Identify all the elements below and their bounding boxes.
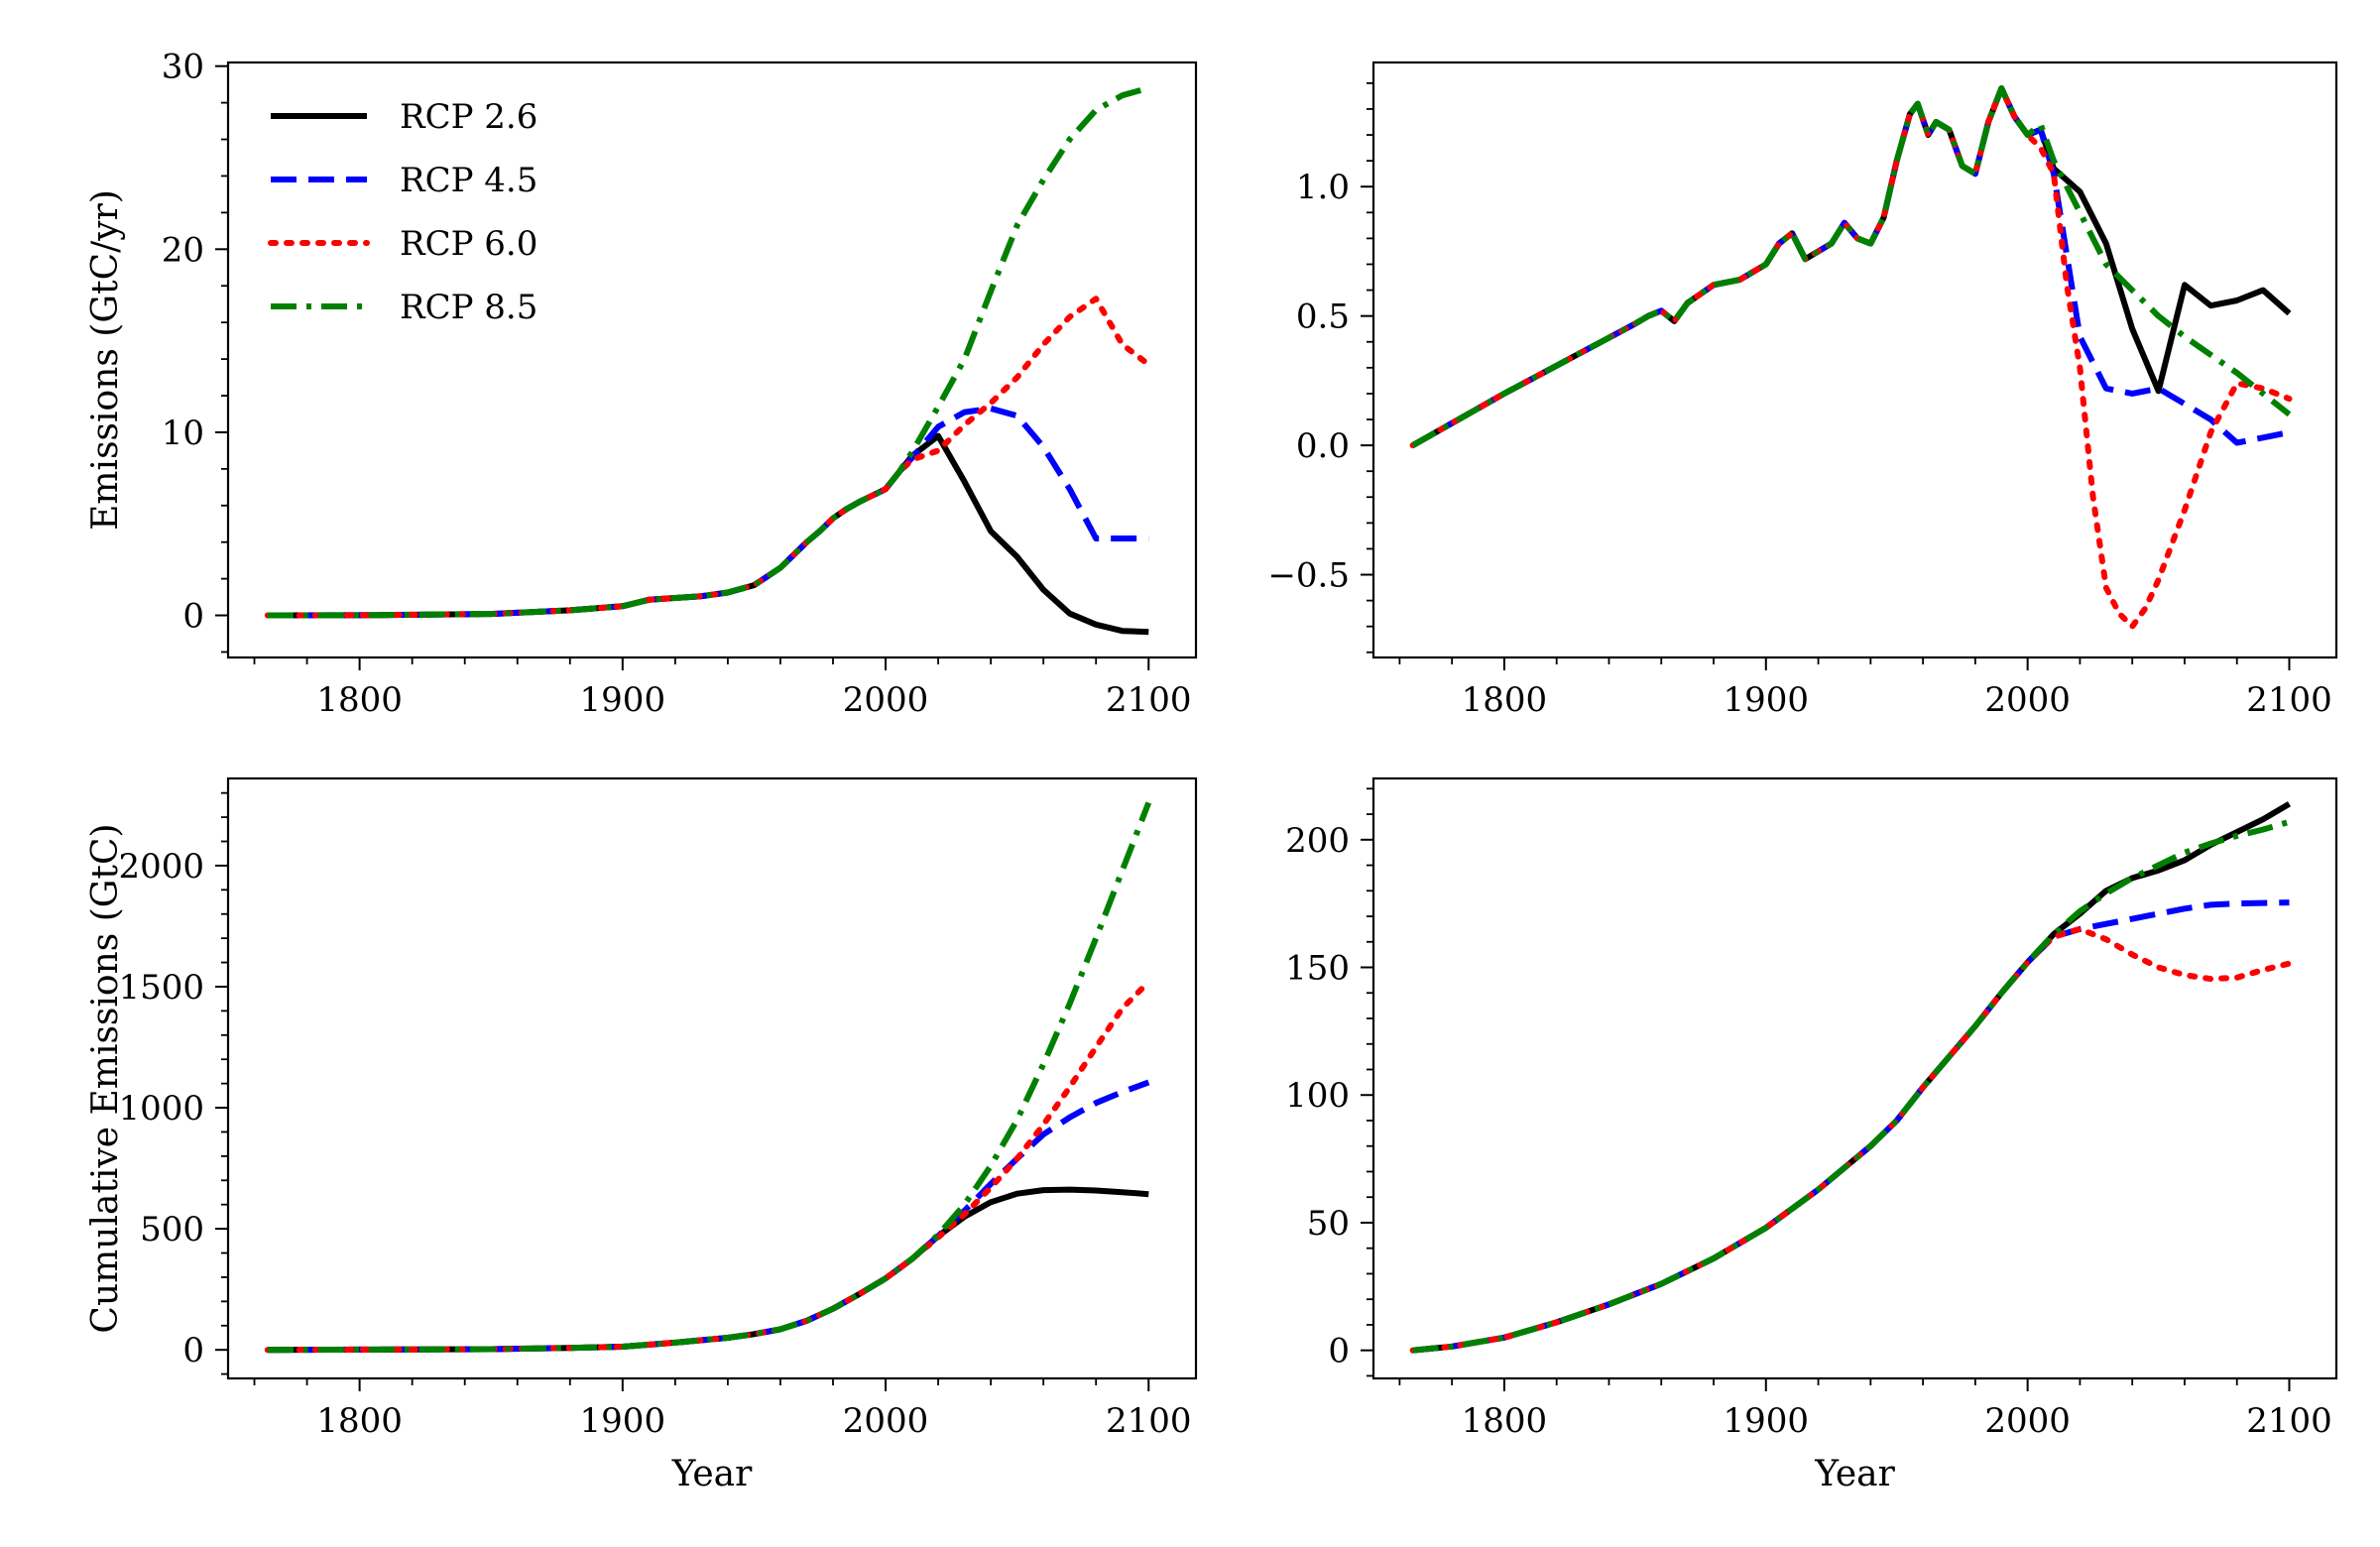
y-tick-label: 30 <box>162 48 204 87</box>
y-tick-label: 1000 <box>118 1089 204 1129</box>
y-tick-label: 100 <box>1285 1076 1350 1116</box>
y-tick-label: 1.0 <box>1296 168 1350 207</box>
axes-frame <box>226 776 1198 1380</box>
x-axis-label: Year <box>1814 1454 1895 1494</box>
x-tick-label: 2100 <box>1106 680 1192 720</box>
series-line-rcp-2-6 <box>267 1186 1149 1354</box>
series-line-rcp-4-5 <box>267 405 1149 619</box>
y-tick-label: 1500 <box>118 968 204 1008</box>
x-tick-label: 1900 <box>580 1401 666 1441</box>
series-line-rcp-2-6 <box>1412 801 2292 1354</box>
x-tick-label: 2100 <box>2246 680 2332 720</box>
series-line-rcp-6-0 <box>1409 85 2293 630</box>
x-tick-label: 2100 <box>1106 1401 1192 1441</box>
x-tick-label: 2000 <box>843 680 929 720</box>
y-tick-label: −0.5 <box>1267 556 1350 596</box>
y-axis-label: Cumulative Emissions (GtC) <box>85 823 126 1333</box>
series-line-rcp-6-0 <box>264 296 1152 619</box>
x-tick-label: 2000 <box>1984 680 2071 720</box>
series-line-rcp-8-5 <box>267 801 1152 1354</box>
series-line-rcp-2-6 <box>1411 85 2292 448</box>
y-tick-label: 2000 <box>118 847 204 887</box>
x-tick-label: 2100 <box>2246 1401 2332 1441</box>
legend-label: RCP 2.6 <box>400 97 537 137</box>
y-tick-label: 0 <box>182 1331 204 1370</box>
series-line-rcp-6-0 <box>264 979 1152 1354</box>
panel-cumulative: 1800 1900 2000 2100 0 500 1000 1500 2000 Year Cumu… <box>85 776 1198 1494</box>
x-tick-label: 1800 <box>316 1401 403 1441</box>
x-tick-label: 1900 <box>580 680 666 720</box>
axes-frame <box>226 60 1198 659</box>
series-line-rcp-2-6 <box>267 432 1149 636</box>
x-tick-label: 1800 <box>1462 680 1548 720</box>
series-line-rcp-6-0 <box>1409 925 2293 1354</box>
y-tick-label: 200 <box>1285 821 1350 861</box>
legend: RCP 2.6 RCP 4.5 RCP 6.0 RCP 8.5 <box>268 97 537 327</box>
panel-emissions: 1800 1900 2000 2100 0 10 20 30 Emissions (GtC/yr… <box>85 48 1198 720</box>
axes-frame <box>1371 776 2338 1380</box>
x-tick-label: 1800 <box>1462 1401 1548 1441</box>
axes-frame <box>1371 60 2338 659</box>
legend-label: RCP 4.5 <box>400 161 537 200</box>
x-tick-label: 2000 <box>1984 1401 2071 1441</box>
x-axis-label: Year <box>671 1454 753 1494</box>
y-tick-label: 0.5 <box>1296 298 1350 337</box>
legend-label: RCP 6.0 <box>400 224 537 264</box>
x-tick-label: 2000 <box>843 1401 929 1441</box>
y-tick-label: 50 <box>1307 1204 1350 1244</box>
series-line-rcp-8-5 <box>267 84 1150 619</box>
series-line-rcp-4-5 <box>267 1079 1150 1354</box>
y-tick-label: 10 <box>162 414 204 453</box>
x-tick-label: 1900 <box>1724 1401 1810 1441</box>
series-line-rcp-8-5 <box>1412 818 2291 1354</box>
panel-cumulative-zoom: 1800 1900 2000 2100 0 50 100 150 200 Year <box>1285 776 2338 1494</box>
y-axis-label: Emissions (GtC/yr) <box>85 189 126 531</box>
y-tick-label: 0.0 <box>1296 426 1350 466</box>
y-tick-label: 0 <box>182 597 204 637</box>
panel-emissions-zoom: 1800 1900 2000 2100 −0.5 0.0 0.5 1.0 <box>1267 60 2338 720</box>
x-tick-label: 1800 <box>316 680 403 720</box>
y-tick-label: 150 <box>1285 949 1350 989</box>
legend-label: RCP 8.5 <box>400 288 537 327</box>
y-tick-label: 500 <box>140 1210 204 1250</box>
x-tick-label: 1900 <box>1724 680 1810 720</box>
y-tick-label: 20 <box>162 230 204 270</box>
series-line-rcp-8-5 <box>1411 85 2292 448</box>
y-tick-label: 0 <box>1328 1332 1350 1371</box>
